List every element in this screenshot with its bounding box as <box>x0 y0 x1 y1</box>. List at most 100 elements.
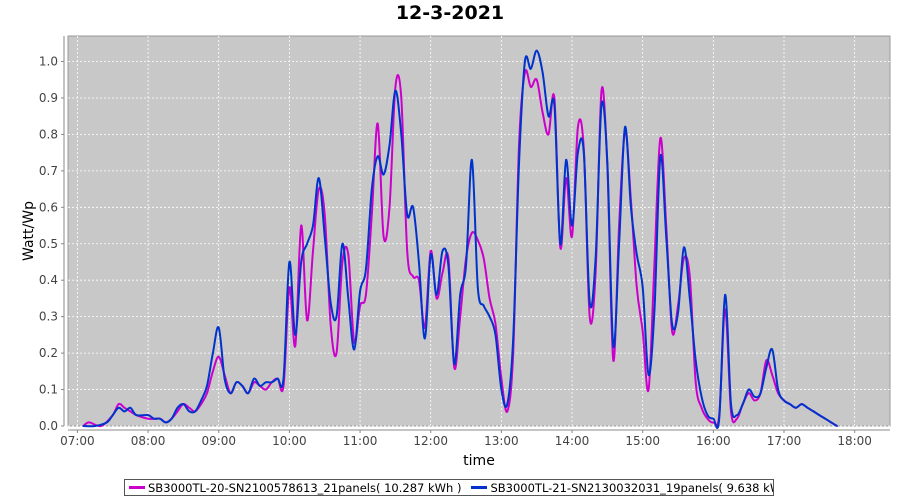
series-1-point <box>471 231 473 234</box>
y-tick-label: 0.9 <box>39 91 58 105</box>
series-2-point <box>288 261 291 263</box>
series-1-point <box>488 297 491 300</box>
x-tick-label: 16:00 <box>696 434 731 448</box>
x-axis: 07:00 08:00 09:00 10:00 11:00 12:00 13:00 14:00… <box>60 429 890 448</box>
series-2-point <box>300 261 303 263</box>
series-1-point <box>565 177 567 180</box>
series-2-point <box>135 414 138 416</box>
x-tick-label: 08:00 <box>131 434 166 448</box>
series-1-point <box>412 275 414 278</box>
series-2-point <box>400 133 403 136</box>
y-tick-label: 0.4 <box>39 273 58 287</box>
series-2-point <box>276 377 279 380</box>
y-tick-label: 0.7 <box>39 164 58 178</box>
series-1-point <box>747 392 750 395</box>
series-1-point <box>482 257 485 260</box>
series-1-point <box>547 133 550 136</box>
series-1-point <box>129 410 132 413</box>
series-2-point <box>200 399 203 402</box>
series-2-point <box>153 417 155 420</box>
legend-swatch-series-1 <box>129 486 145 489</box>
series-2-point <box>476 286 479 289</box>
x-tick-label: 10:00 <box>272 434 307 448</box>
series-2-point <box>170 417 173 420</box>
series-2-point <box>147 414 150 416</box>
legend-label-series-1: SB3000TL-20-SN2100578613_21panels( 10.28… <box>148 480 462 495</box>
series-2-point <box>453 363 456 365</box>
series-2-point <box>123 410 126 413</box>
series-2-point <box>724 293 726 296</box>
series-1-point <box>529 86 532 88</box>
series-2-point <box>264 381 267 384</box>
series-2-point <box>194 410 197 413</box>
series-2-point <box>659 155 662 158</box>
x-axis-title: time <box>463 453 495 469</box>
series-2-point <box>212 352 214 354</box>
series-2-point <box>812 410 815 413</box>
y-axis: 0.0 0.1 0.2 0.3 0.4 0.5 0.6 0.7 0.8 0.9 1.0 <box>39 36 65 433</box>
series-2-point <box>671 323 673 325</box>
chart-title: 12-3-2021 <box>395 2 505 24</box>
series-2-point <box>547 115 550 118</box>
series-2-point <box>435 293 438 296</box>
series-2-point <box>241 385 244 387</box>
series-2-point <box>718 417 721 420</box>
series-2-point <box>206 385 208 387</box>
series-1-point <box>683 257 685 260</box>
series-2-point <box>630 206 632 209</box>
series-1-point <box>771 374 774 376</box>
series-2-point <box>712 417 715 420</box>
series-1-point <box>653 261 656 263</box>
series-2-point <box>282 377 285 380</box>
series-2-point <box>688 297 691 300</box>
series-2-point <box>783 399 785 402</box>
series-2-point <box>312 224 314 227</box>
y-tick-label: 0.1 <box>39 383 58 397</box>
series-2-point <box>647 374 650 376</box>
x-tick-label: 17:00 <box>767 434 802 448</box>
series-2-point <box>306 242 308 245</box>
y-tick-label: 0.3 <box>39 310 58 324</box>
series-1-point <box>323 213 326 216</box>
series-1-point <box>459 315 462 318</box>
series-2-point <box>412 206 414 209</box>
legend-label-series-2: SB3000TL-21-SN2130032031_19panels( 9.638… <box>490 480 774 495</box>
series-1-point <box>317 188 320 191</box>
series-2-point <box>500 388 503 391</box>
series-1-point <box>559 246 562 249</box>
series-line-2 <box>83 49 838 429</box>
series-2-point <box>317 177 320 180</box>
series-2-point <box>518 162 520 165</box>
series-2-point <box>406 213 409 216</box>
series-1-point <box>188 406 191 409</box>
series-2-point <box>836 425 838 427</box>
series-2-point <box>388 144 391 147</box>
series-2-point <box>529 67 532 70</box>
x-tick-label: 09:00 <box>201 434 236 448</box>
series-2-point <box>665 235 668 238</box>
series-1-point <box>306 319 308 322</box>
series-2-point <box>618 242 620 245</box>
series-2-point <box>577 151 579 154</box>
y-axis-title: Watt/Wp <box>21 201 37 261</box>
series-2-point <box>82 425 85 427</box>
series-2-point <box>612 344 615 347</box>
series-2-point <box>706 414 709 416</box>
series-2-point <box>341 242 344 245</box>
series-1-point <box>641 330 644 333</box>
y-tick-label: 0.0 <box>39 419 58 433</box>
series-2-point <box>606 162 609 165</box>
y-tick-label: 0.5 <box>39 237 58 251</box>
series-2-point <box>818 414 821 416</box>
series-1-point <box>329 323 332 325</box>
series-1-point <box>688 275 691 278</box>
series-1-point <box>441 272 444 274</box>
series-2-point <box>94 425 96 427</box>
series-2-point <box>753 395 756 398</box>
series-1-point <box>700 406 703 409</box>
series-2-point <box>182 403 185 405</box>
series-2-point <box>594 257 597 260</box>
y-tick-label: 1.0 <box>39 55 58 69</box>
series-2-point <box>111 414 114 416</box>
x-tick-label: 14:00 <box>555 434 590 448</box>
